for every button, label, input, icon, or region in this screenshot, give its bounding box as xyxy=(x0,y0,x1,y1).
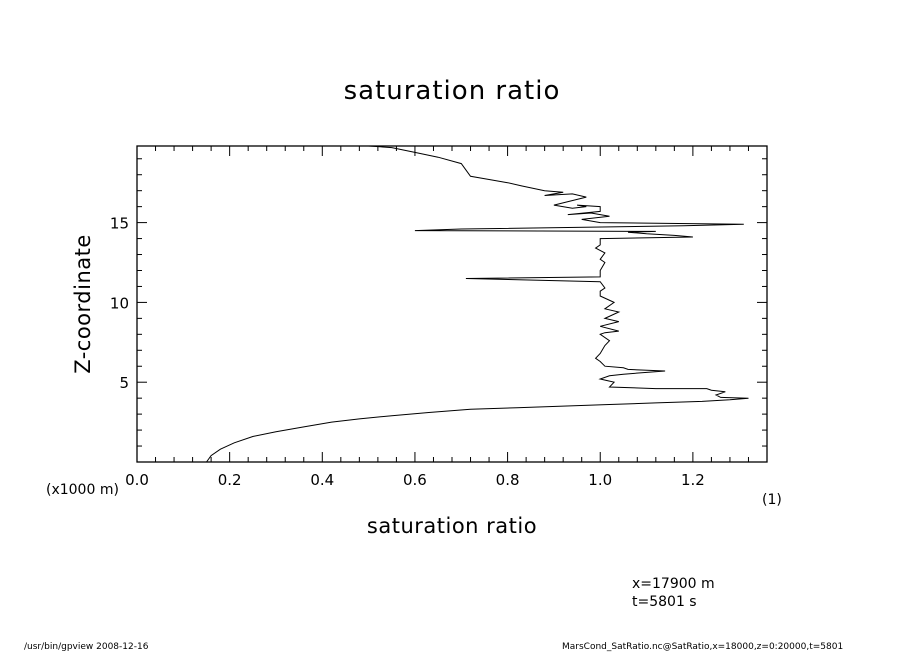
y-tick-label: 15 xyxy=(110,215,129,233)
x-tick-label: 0.8 xyxy=(496,471,520,489)
plot-frame xyxy=(136,145,768,463)
y-axis-unit: (x1000 m) xyxy=(46,482,119,498)
x-tick-label: 1.0 xyxy=(588,471,612,489)
footer-program-date: /usr/bin/gpview 2008-12-16 xyxy=(24,642,149,652)
y-tick-label: 5 xyxy=(119,374,129,392)
footer-data-source: MarsCond_SatRatio.nc@SatRatio,x=18000,z=… xyxy=(562,642,844,652)
position-info: x=17900 m xyxy=(632,576,715,592)
x-tick-label: 1.2 xyxy=(681,471,705,489)
y-tick-label: 10 xyxy=(110,294,129,312)
axis-ticks xyxy=(136,146,768,462)
axis-tick-labels: 0.0 0.2 0.4 0.6 0.8 1.0 1.2 5 10 15 xyxy=(110,215,705,489)
y-axis-label: Z-coordinate xyxy=(71,234,95,374)
series-line xyxy=(206,145,749,463)
x-tick-label: 0.6 xyxy=(403,471,427,489)
x-tick-label: 0.2 xyxy=(218,471,242,489)
chart-title: saturation ratio xyxy=(343,76,561,106)
x-axis-label: saturation ratio xyxy=(366,514,538,538)
x-tick-label: 0.0 xyxy=(125,471,149,489)
time-info: t=5801 s xyxy=(632,594,697,610)
x-tick-label: 0.4 xyxy=(310,471,334,489)
x-axis-unit: (1) xyxy=(762,492,782,508)
